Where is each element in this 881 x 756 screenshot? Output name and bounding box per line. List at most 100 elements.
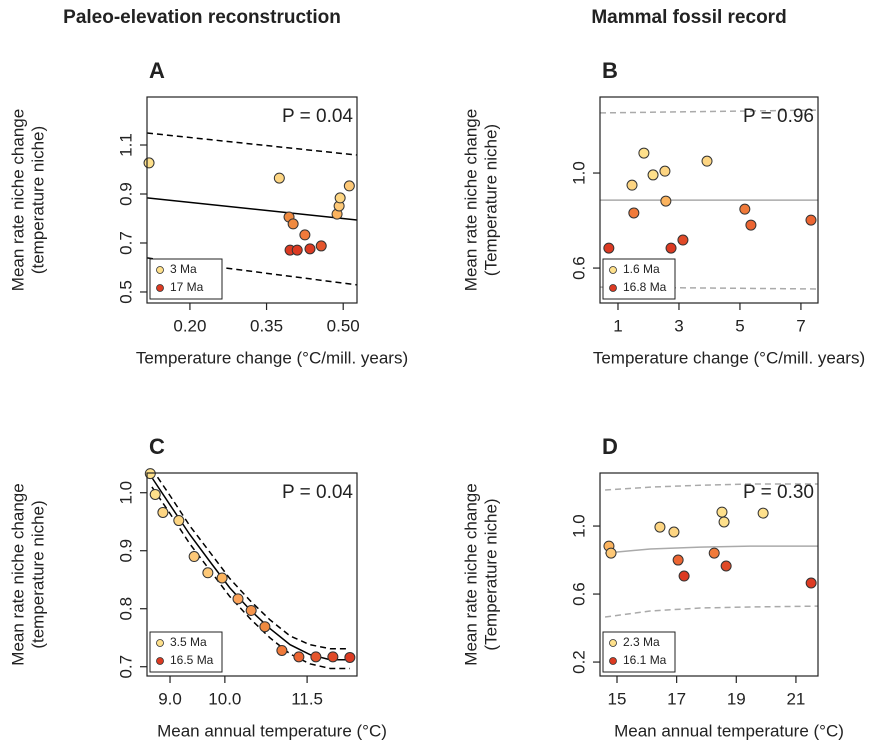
x-tick-label: 17 [667,689,686,708]
fit-line [151,486,350,670]
point [628,207,640,219]
x-tick-label: 19 [727,689,746,708]
p-value: P = 0.30 [743,482,814,503]
point [334,192,346,204]
point [668,526,680,538]
point [188,551,200,563]
p-value: P = 0.96 [743,106,814,127]
point [654,521,666,533]
point [327,651,339,663]
x-tick-label: 0.20 [173,316,206,335]
point [232,593,244,605]
y-tick-label: 0.7 [116,655,135,679]
fit-line [147,197,357,221]
y-axis-label: Mean rate niche change [461,483,480,665]
point [344,651,356,663]
y-axis-label: (temperature niche) [28,126,47,274]
y-axis-label: Mean rate niche change [461,109,480,291]
x-axis-label: Temperature change (°C/mill. years) [136,348,408,367]
x-tick-label: 0.50 [327,316,360,335]
point [720,560,732,572]
y-axis-label: (temperature niche) [28,500,47,648]
point [660,195,672,207]
fit-line [605,483,818,491]
x-tick-label: 15 [608,689,627,708]
legend-swatch [156,266,164,274]
y-tick-label: 1.1 [116,133,135,157]
y-tick-label: 0.5 [116,280,135,304]
point [805,214,817,226]
legend-label: 16.5 Ma [170,653,214,667]
point [739,203,751,215]
legend-swatch [156,639,164,647]
plot-frame [599,472,819,677]
x-axis-label: Mean annual temperature (°C) [614,721,844,740]
y-axis-label: (Temperature niche) [481,498,500,650]
point [805,577,817,589]
point [626,179,638,191]
plot-frame [146,472,358,677]
x-tick-label: 11.5 [291,689,323,708]
legend-label: 3.5 Ma [170,635,207,649]
panel: Paleo-elevation reconstruction A 0.20 0.35 0… [8,7,408,367]
point [202,567,214,579]
y-tick-label: 0.8 [116,597,135,621]
legend-swatch [609,284,617,292]
legend-box [149,258,223,300]
point [603,242,615,254]
point [708,547,720,559]
panel-label: A [149,58,165,83]
x-tick-label: 1 [613,316,622,335]
point [757,507,769,519]
legend-swatch [156,657,164,665]
point [647,169,659,181]
legend-label: 3 Ma [170,262,197,276]
point [605,547,617,559]
legend-box [602,258,676,300]
x-tick-label: 0.35 [250,316,283,335]
legend-label: 1.6 Ma [623,262,660,276]
panel-label: C [149,434,165,459]
x-tick-label: 21 [786,689,805,708]
point [245,604,257,616]
legend-label: 2.3 Ma [623,635,660,649]
point [718,516,730,528]
point [157,506,169,518]
x-tick-label: 9.0 [158,689,182,708]
y-tick-label: 1.0 [569,161,588,185]
legend-label: 17 Ma [170,280,204,294]
fit-line [600,286,818,290]
y-tick-label: 0.7 [116,231,135,255]
point [638,147,650,159]
legend-swatch [609,657,617,665]
point [143,157,155,169]
point [310,651,322,663]
point [291,244,303,256]
point [259,621,271,633]
p-value: P = 0.04 [282,482,353,503]
column-title: Mammal fossil record [591,7,786,28]
point [287,218,299,230]
point [659,165,671,177]
plot-frame [599,96,819,304]
panel: C 9.0 10.0 11.5 0.7 0.8 0.9 1.0 Mean annual temp… [8,434,386,741]
point [149,488,161,500]
panel-label: D [602,434,618,459]
fit-line [600,109,818,114]
plot-frame [146,96,358,304]
legend-swatch [156,284,164,292]
y-tick-label: 0.9 [116,182,135,206]
legend-box [602,631,676,673]
x-tick-label: 10.0 [208,689,241,708]
fit-line [147,132,357,156]
y-axis-label: Mean rate niche change [8,109,27,291]
x-tick-label: 7 [796,316,805,335]
legend-label: 16.1 Ma [623,653,667,667]
fit-line [605,545,818,554]
y-tick-label: 0.6 [569,256,588,280]
fit-line [153,473,350,650]
x-tick-label: 3 [674,316,683,335]
column-title: Paleo-elevation reconstruction [63,7,341,28]
point [304,243,316,255]
